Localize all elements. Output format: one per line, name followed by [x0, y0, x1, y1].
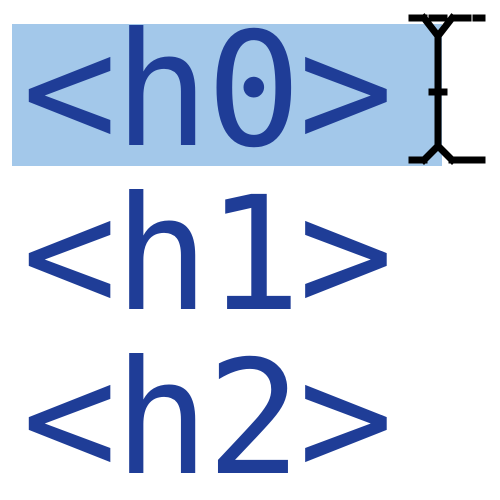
text-line-h0[interactable]: <h0>: [0, 12, 500, 170]
line-text[interactable]: <h0>: [22, 0, 393, 183]
text-selection-highlight: [12, 24, 442, 166]
text-line-h2[interactable]: <h2>: [0, 340, 500, 498]
line-text[interactable]: <h1>: [22, 163, 393, 347]
text-ibeam-cursor-icon: [408, 13, 486, 165]
text-line-h1[interactable]: <h1>: [0, 176, 500, 334]
line-text[interactable]: <h2>: [22, 327, 393, 500]
